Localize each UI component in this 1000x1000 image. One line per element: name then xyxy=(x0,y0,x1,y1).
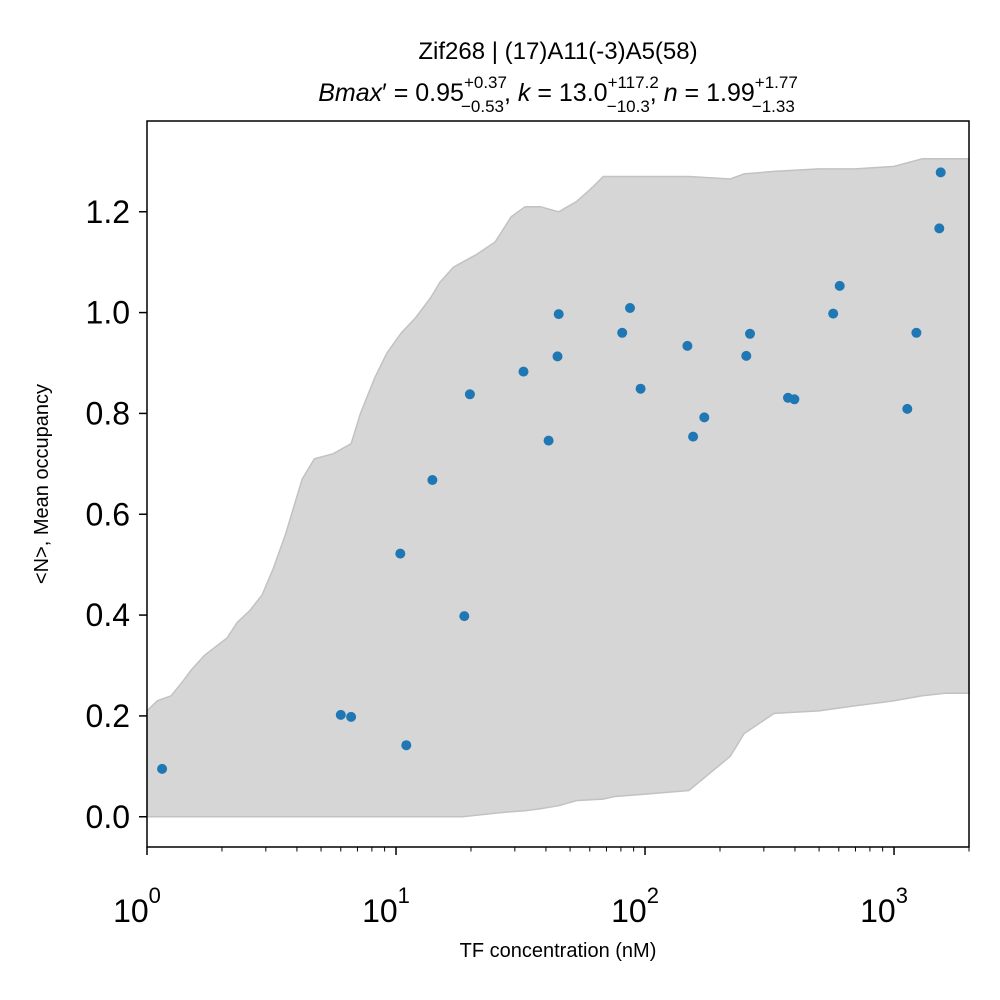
data-point xyxy=(427,475,438,485)
data-point xyxy=(157,763,168,774)
n-value: 1.99 xyxy=(706,79,755,107)
y-tick-label: 0.4 xyxy=(86,597,130,633)
y-tick-label: 0.0 xyxy=(86,799,130,835)
data-point xyxy=(401,740,412,751)
x-tick-label: 100 xyxy=(113,883,161,929)
x-tick-label: 101 xyxy=(362,883,410,929)
y-tick-label: 0.6 xyxy=(86,496,130,532)
data-point xyxy=(346,711,357,722)
data-point xyxy=(625,303,635,313)
y-axis-label: <N>, Mean occupancy xyxy=(31,384,53,584)
data-point xyxy=(635,383,646,394)
data-point xyxy=(934,223,945,234)
data-point xyxy=(459,611,470,622)
y-tick-label: 0.8 xyxy=(86,395,130,431)
k-minus: −10.3 xyxy=(607,97,650,116)
data-point xyxy=(828,308,839,319)
bmax-minus: −0.53 xyxy=(461,97,504,116)
n-plus: +1.77 xyxy=(755,73,798,92)
chart-subtitle: Bmax′ = 0.95+0.37 −0.53, k = 13.0+117.2 −1… xyxy=(318,73,798,116)
axes: 0.0 0.2 0.4 0.6 0.8 1.0 1.2 100 101 102 103 xyxy=(86,120,970,929)
data-point xyxy=(553,309,564,320)
data-point xyxy=(682,340,693,351)
data-point xyxy=(617,327,628,338)
bmax-value: 0.95 xyxy=(415,79,464,107)
data-point xyxy=(464,389,475,400)
data-point xyxy=(911,327,922,338)
y-tick-label: 1.0 xyxy=(86,295,130,331)
data-point xyxy=(395,548,406,559)
bmax-plus: +0.37 xyxy=(464,73,507,92)
data-point xyxy=(789,394,800,405)
k-plus: +117.2 xyxy=(608,73,659,92)
data-point xyxy=(543,435,554,446)
plot-frame xyxy=(146,120,970,848)
x-axis-label: TF concentration (nM) xyxy=(460,940,657,962)
data-point xyxy=(688,431,699,442)
y-tick-label: 0.2 xyxy=(86,698,130,734)
data-point xyxy=(935,167,946,178)
plot-area xyxy=(146,158,970,818)
chart-title: Zif268 | (17)A11(-3)A5(58) xyxy=(418,38,697,65)
data-point xyxy=(745,328,755,339)
data-point xyxy=(834,280,845,291)
data-point xyxy=(741,350,752,361)
data-point xyxy=(518,366,529,377)
data-point xyxy=(699,412,710,423)
data-point xyxy=(902,403,913,414)
data-point xyxy=(335,709,346,720)
y-tick-label: 1.2 xyxy=(86,194,130,230)
x-tick-label: 103 xyxy=(860,883,908,929)
x-tick-label: 102 xyxy=(611,883,659,929)
k-value: 13.0 xyxy=(559,79,608,107)
data-point xyxy=(552,351,563,362)
n-minus: −1.33 xyxy=(752,97,795,116)
